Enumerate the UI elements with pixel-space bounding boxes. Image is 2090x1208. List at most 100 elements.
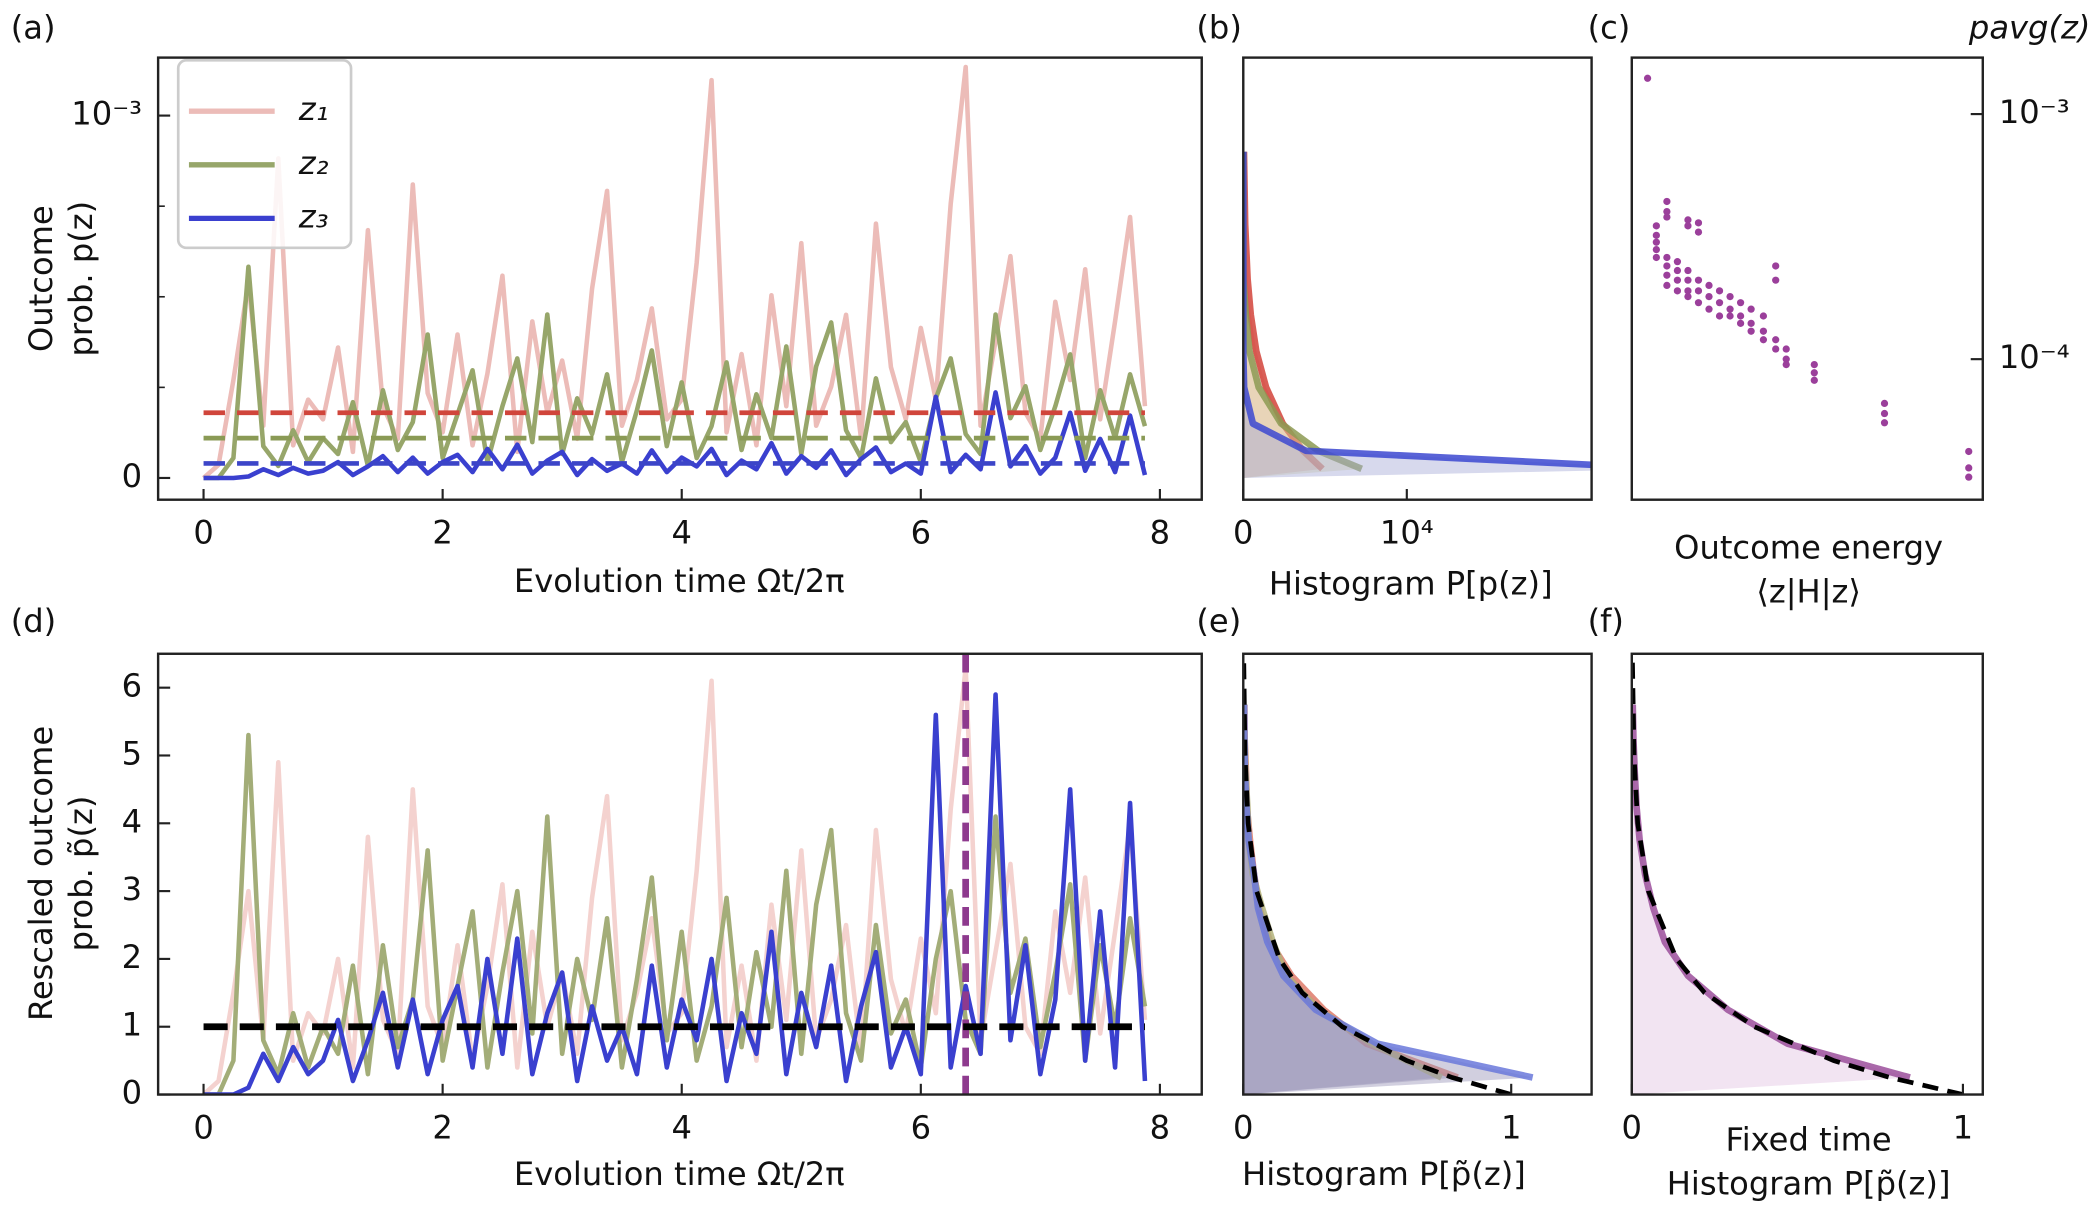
scatter-point <box>1736 319 1745 327</box>
x-axis-label: Fixed time <box>1726 1120 1892 1158</box>
plot-area <box>202 64 1148 481</box>
scatter-point <box>1673 287 1682 295</box>
scatter-point <box>1652 238 1660 246</box>
y-tick-label: 2 <box>122 938 142 976</box>
scatter-point <box>1747 319 1755 327</box>
scatter-point <box>1772 345 1780 353</box>
scatter-point <box>1880 399 1889 408</box>
x-tick-label: 10⁴ <box>1380 514 1434 552</box>
scatter-point <box>1652 222 1660 230</box>
histogram-area <box>1631 704 1910 1095</box>
panel-label: (b) <box>1196 8 1241 46</box>
scatter-point <box>1694 299 1703 307</box>
histogram-area <box>1243 151 1362 478</box>
x-tick-label: 4 <box>672 1108 692 1146</box>
x-axis-label: ⟨z|H|z⟩ <box>1756 572 1861 610</box>
axes-frame <box>156 652 1203 1096</box>
scatter-point <box>1663 213 1671 221</box>
scatter-point <box>1715 312 1724 320</box>
scatter-point <box>1684 292 1692 301</box>
scatter-point <box>1663 207 1671 216</box>
scatter-point <box>1705 305 1713 313</box>
x-axis-label: Histogram P[p(z)] <box>1269 564 1553 602</box>
scatter-point <box>1759 336 1768 344</box>
panel-label: (a) <box>11 8 56 46</box>
series-line <box>203 692 1148 1095</box>
y-tick-label: 5 <box>122 734 142 772</box>
x-tick-label: 0 <box>193 514 213 552</box>
panel-label: (e) <box>1196 602 1241 640</box>
histogram-line <box>1243 151 1363 472</box>
series-line <box>203 732 1148 1095</box>
scatter-point <box>1772 336 1780 344</box>
scatter-point <box>1747 305 1755 313</box>
x-tick-label: 2 <box>432 1108 452 1146</box>
histogram-area <box>1243 704 1533 1095</box>
scatter-point <box>1759 327 1768 335</box>
y-axis-label: pavg(z) <box>1968 8 2090 46</box>
scatter-point <box>1684 216 1692 224</box>
plot-area <box>202 653 1148 1095</box>
scatter-point <box>1965 447 1973 456</box>
panel-label: (f) <box>1588 602 1624 640</box>
histogram-area <box>1243 704 1442 1095</box>
fit-curve <box>1631 653 1964 1095</box>
x-tick-label: 4 <box>672 514 692 552</box>
scatter-point <box>1705 281 1713 290</box>
scatter-point <box>1652 245 1660 254</box>
scatter-point <box>1705 292 1713 301</box>
x-tick-label: 2 <box>432 514 452 552</box>
scatter-point <box>1736 299 1745 307</box>
x-tick-label: 0 <box>1233 1108 1253 1146</box>
plot-area <box>1643 74 1973 481</box>
x-axis-label: Outcome energy <box>1674 528 1943 566</box>
scatter-point <box>1726 312 1734 320</box>
x-tick-label: 0 <box>193 1108 213 1146</box>
scatter-point <box>1965 473 1973 481</box>
plot-area <box>1243 151 1592 478</box>
scatter-point <box>1684 266 1692 275</box>
panel-label: (d) <box>11 602 56 640</box>
scatter-point <box>1663 271 1671 279</box>
y-axis-label: Outcome <box>22 205 60 352</box>
scatter-point <box>1673 266 1682 275</box>
scatter-point <box>1747 327 1755 335</box>
x-axis-label: Evolution time Ωt/2π <box>514 1155 845 1193</box>
scatter-point <box>1772 276 1780 284</box>
scatter-point <box>1663 197 1671 206</box>
plot-area <box>1243 653 1534 1095</box>
scatter-point <box>1810 376 1818 384</box>
x-tick-label: 6 <box>911 1108 931 1146</box>
x-axis-label: Histogram P[p̃(z)] <box>1242 1155 1526 1193</box>
scatter-point <box>1782 345 1790 353</box>
legend-box <box>176 58 353 250</box>
fit-curve <box>1243 653 1512 1095</box>
scatter-point <box>1694 276 1703 284</box>
y-axis-label: Rescaled outcome <box>22 726 60 1021</box>
scatter-point <box>1782 355 1790 363</box>
scatter-point <box>1663 253 1671 262</box>
scatter-point <box>1663 281 1671 290</box>
y-tick-label: 0 <box>122 457 142 495</box>
scatter-point <box>1684 276 1692 284</box>
scatter-point <box>1736 312 1745 320</box>
histogram-area <box>1243 151 1592 478</box>
scatter-point <box>1965 464 1973 472</box>
x-tick-label: 0 <box>1233 514 1253 552</box>
scatter-point <box>1715 299 1724 307</box>
legend-label: z₁ <box>298 90 329 128</box>
x-tick-label: 0 <box>1622 1108 1642 1146</box>
y-tick-label: 10⁻³ <box>1999 93 2070 131</box>
y-tick-label: 4 <box>122 802 142 840</box>
scatter-point <box>1782 360 1790 369</box>
axes-frame <box>156 56 1203 501</box>
legend-label: z₂ <box>298 144 329 182</box>
y-tick-label: 6 <box>122 667 142 705</box>
axes-frame <box>1630 56 1984 501</box>
scatter-point <box>1759 312 1768 320</box>
y-axis-label: prob. p(z) <box>62 201 100 357</box>
scatter-point <box>1673 276 1682 284</box>
y-axis-label: prob. p̃(z) <box>62 796 100 952</box>
scatter-point <box>1684 287 1692 295</box>
